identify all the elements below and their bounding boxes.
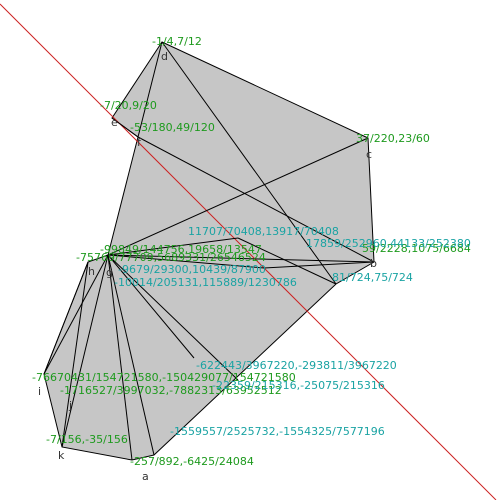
- coord-label-green-left-2: -75769/77709,5689331/26546524: [76, 251, 266, 264]
- point-letter-b: b: [370, 257, 377, 270]
- coord-label-b: 81/724,75/724: [332, 271, 413, 284]
- point-letter-a: a: [142, 470, 149, 483]
- point-letter-j: j: [68, 399, 72, 412]
- coord-label-i: -76670431/154721580,-150429077/154721580: [32, 371, 296, 384]
- point-letter-i: i: [38, 385, 41, 398]
- point-letter-e: e: [111, 116, 118, 129]
- coord-label-green-right: 59/2228,1075/6684: [362, 242, 471, 255]
- coord-label-j: -1716527/3997032,-7882313/63952512: [60, 384, 282, 397]
- point-letter-f: f: [137, 136, 142, 149]
- coord-label-a: -257/892,-6425/24084: [130, 455, 254, 468]
- coord-label-teal-mid-2: -10014/205131,115889/1230786: [114, 276, 297, 289]
- point-letter-k: k: [58, 449, 65, 462]
- red-diagonal-line: [0, 3, 497, 500]
- point-letter-h: h: [88, 265, 95, 278]
- coord-label-d: -1/4,7/12: [152, 35, 202, 48]
- coord-label-f: -53/180,49/120: [130, 121, 215, 134]
- coord-label-teal-upper-mid: 11707/70408,13917/70408: [188, 225, 339, 238]
- coord-label-teal-lower-1: -622443/3967220,-293811/3967220: [196, 359, 397, 372]
- construction-lines: [43, 41, 375, 461]
- coord-label-e: -7/20,9/20: [100, 99, 157, 112]
- coord-label-teal-lower-3: -1559557/2525732,-1554325/7577196: [170, 425, 385, 438]
- point-letter-c: c: [366, 148, 372, 161]
- coord-label-teal-lower-2: -22359/215316,-25075/215316: [212, 379, 385, 392]
- coord-label-teal-mid-1: -9679/29300,10439/87900: [118, 263, 266, 276]
- coord-label-green-left-1: -99849/144756,19658/13547: [100, 243, 262, 256]
- point-letter-d: d: [161, 50, 168, 63]
- coord-label-c: 37/220,23/60: [356, 132, 430, 145]
- coord-label-teal-upper-right: 17859/252960,44133/252380: [306, 237, 471, 250]
- coord-label-k: -7/156,-35/156: [46, 433, 128, 446]
- point-letter-g: g: [106, 266, 113, 279]
